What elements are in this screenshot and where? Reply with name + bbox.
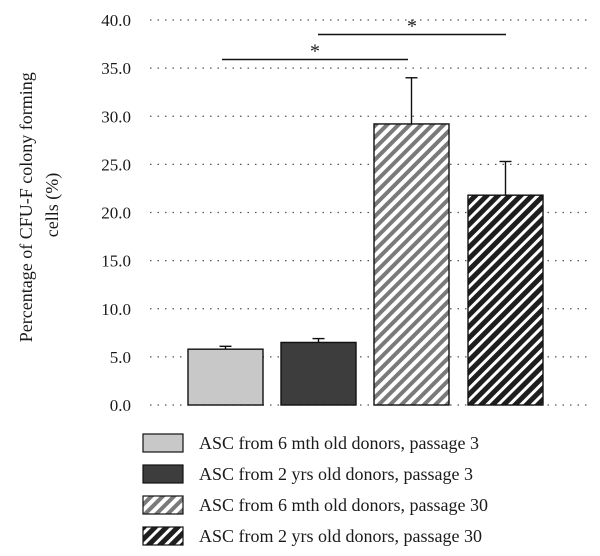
y-axis-title-line2: cells (%) [42,173,63,237]
legend-swatch [142,433,184,453]
significance-brackets: ** [222,15,506,62]
bar [373,123,450,406]
legend-swatch [142,526,184,546]
y-axis-title-line1: Percentage of CFU-F colony forming [16,72,36,342]
y-axis-title: Percentage of CFU-F colony forming cells… [16,68,63,342]
legend-label: ASC from 6 mth old donors, passage 3 [199,433,479,453]
y-tick-label: 30.0 [101,107,131,126]
bar [280,341,357,406]
legend-swatch [142,495,184,515]
significance-star: * [310,40,320,62]
legend-label: ASC from 6 mth old donors, passage 30 [199,495,488,515]
gridlines [150,19,588,406]
legend-label: ASC from 2 yrs old donors, passage 3 [199,464,473,484]
bar [187,348,264,406]
bars [187,77,544,406]
y-tick-label: 5.0 [110,348,131,367]
y-tick-label: 15.0 [101,252,131,271]
legend-label: ASC from 2 yrs old donors, passage 30 [199,526,482,546]
y-tick-label: 25.0 [101,155,131,174]
y-tick-label: 35.0 [101,59,131,78]
significance-star: * [407,15,417,37]
y-axis: 0.0 5.0 10.0 15.0 20.0 25.0 30.0 35.0 40.0 [101,11,131,415]
y-tick-label: 10.0 [101,300,131,319]
legend-swatch [142,464,184,484]
y-tick-label: 0.0 [110,396,131,415]
legend: ASC from 6 mth old donors, passage 3 ASC … [142,433,488,546]
bar [467,194,544,406]
y-tick-label: 20.0 [101,204,131,223]
y-tick-label: 40.0 [101,11,131,30]
